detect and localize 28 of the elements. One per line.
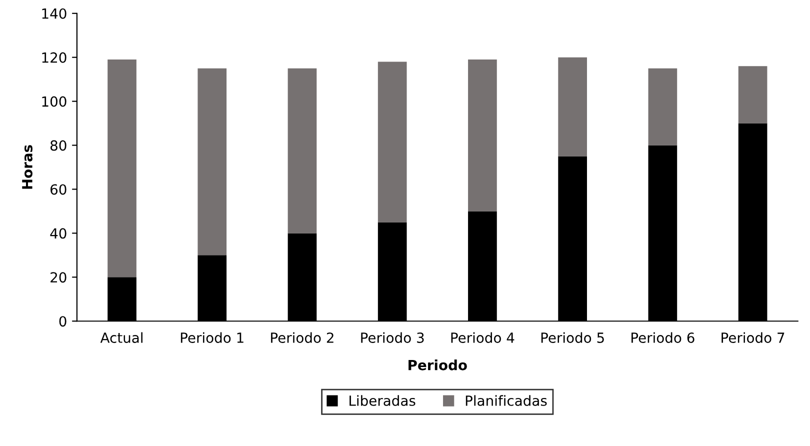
y-tick-label: 100 (42, 96, 66, 107)
y-tick-label: 20 (50, 272, 66, 283)
x-axis-title: Periodo (408, 360, 467, 370)
bar (648, 68, 678, 146)
legend-label: Liberadas (350, 395, 416, 406)
x-tick-label: Periodo 7 (722, 332, 784, 343)
bar (558, 57, 587, 156)
y-tick-label: 40 (50, 228, 66, 239)
y-tick-label: 60 (50, 184, 66, 195)
bar (378, 62, 407, 222)
x-tick-label: Periodo 1 (180, 332, 244, 343)
y-tick-label: 80 (50, 140, 66, 151)
bar (288, 68, 317, 234)
y-axis-title: Horas (22, 145, 32, 189)
bar (108, 60, 136, 278)
bar (468, 60, 497, 212)
x-tick-label: Periodo 2 (271, 332, 334, 343)
x-tick-label: Periodo 6 (632, 332, 694, 343)
y-tick-label: 140 (42, 8, 66, 19)
legend-label: Planificadas (466, 395, 547, 406)
x-tick-label: Actual (100, 332, 142, 343)
y-tick-label: 0 (59, 316, 66, 327)
x-tick-label: Periodo 4 (451, 332, 514, 343)
x-tick-label: Periodo 5 (541, 332, 604, 343)
bar (738, 66, 768, 124)
x-tick-label: Periodo 3 (361, 332, 424, 343)
bar (198, 68, 227, 256)
y-tick-label: 120 (42, 52, 66, 63)
